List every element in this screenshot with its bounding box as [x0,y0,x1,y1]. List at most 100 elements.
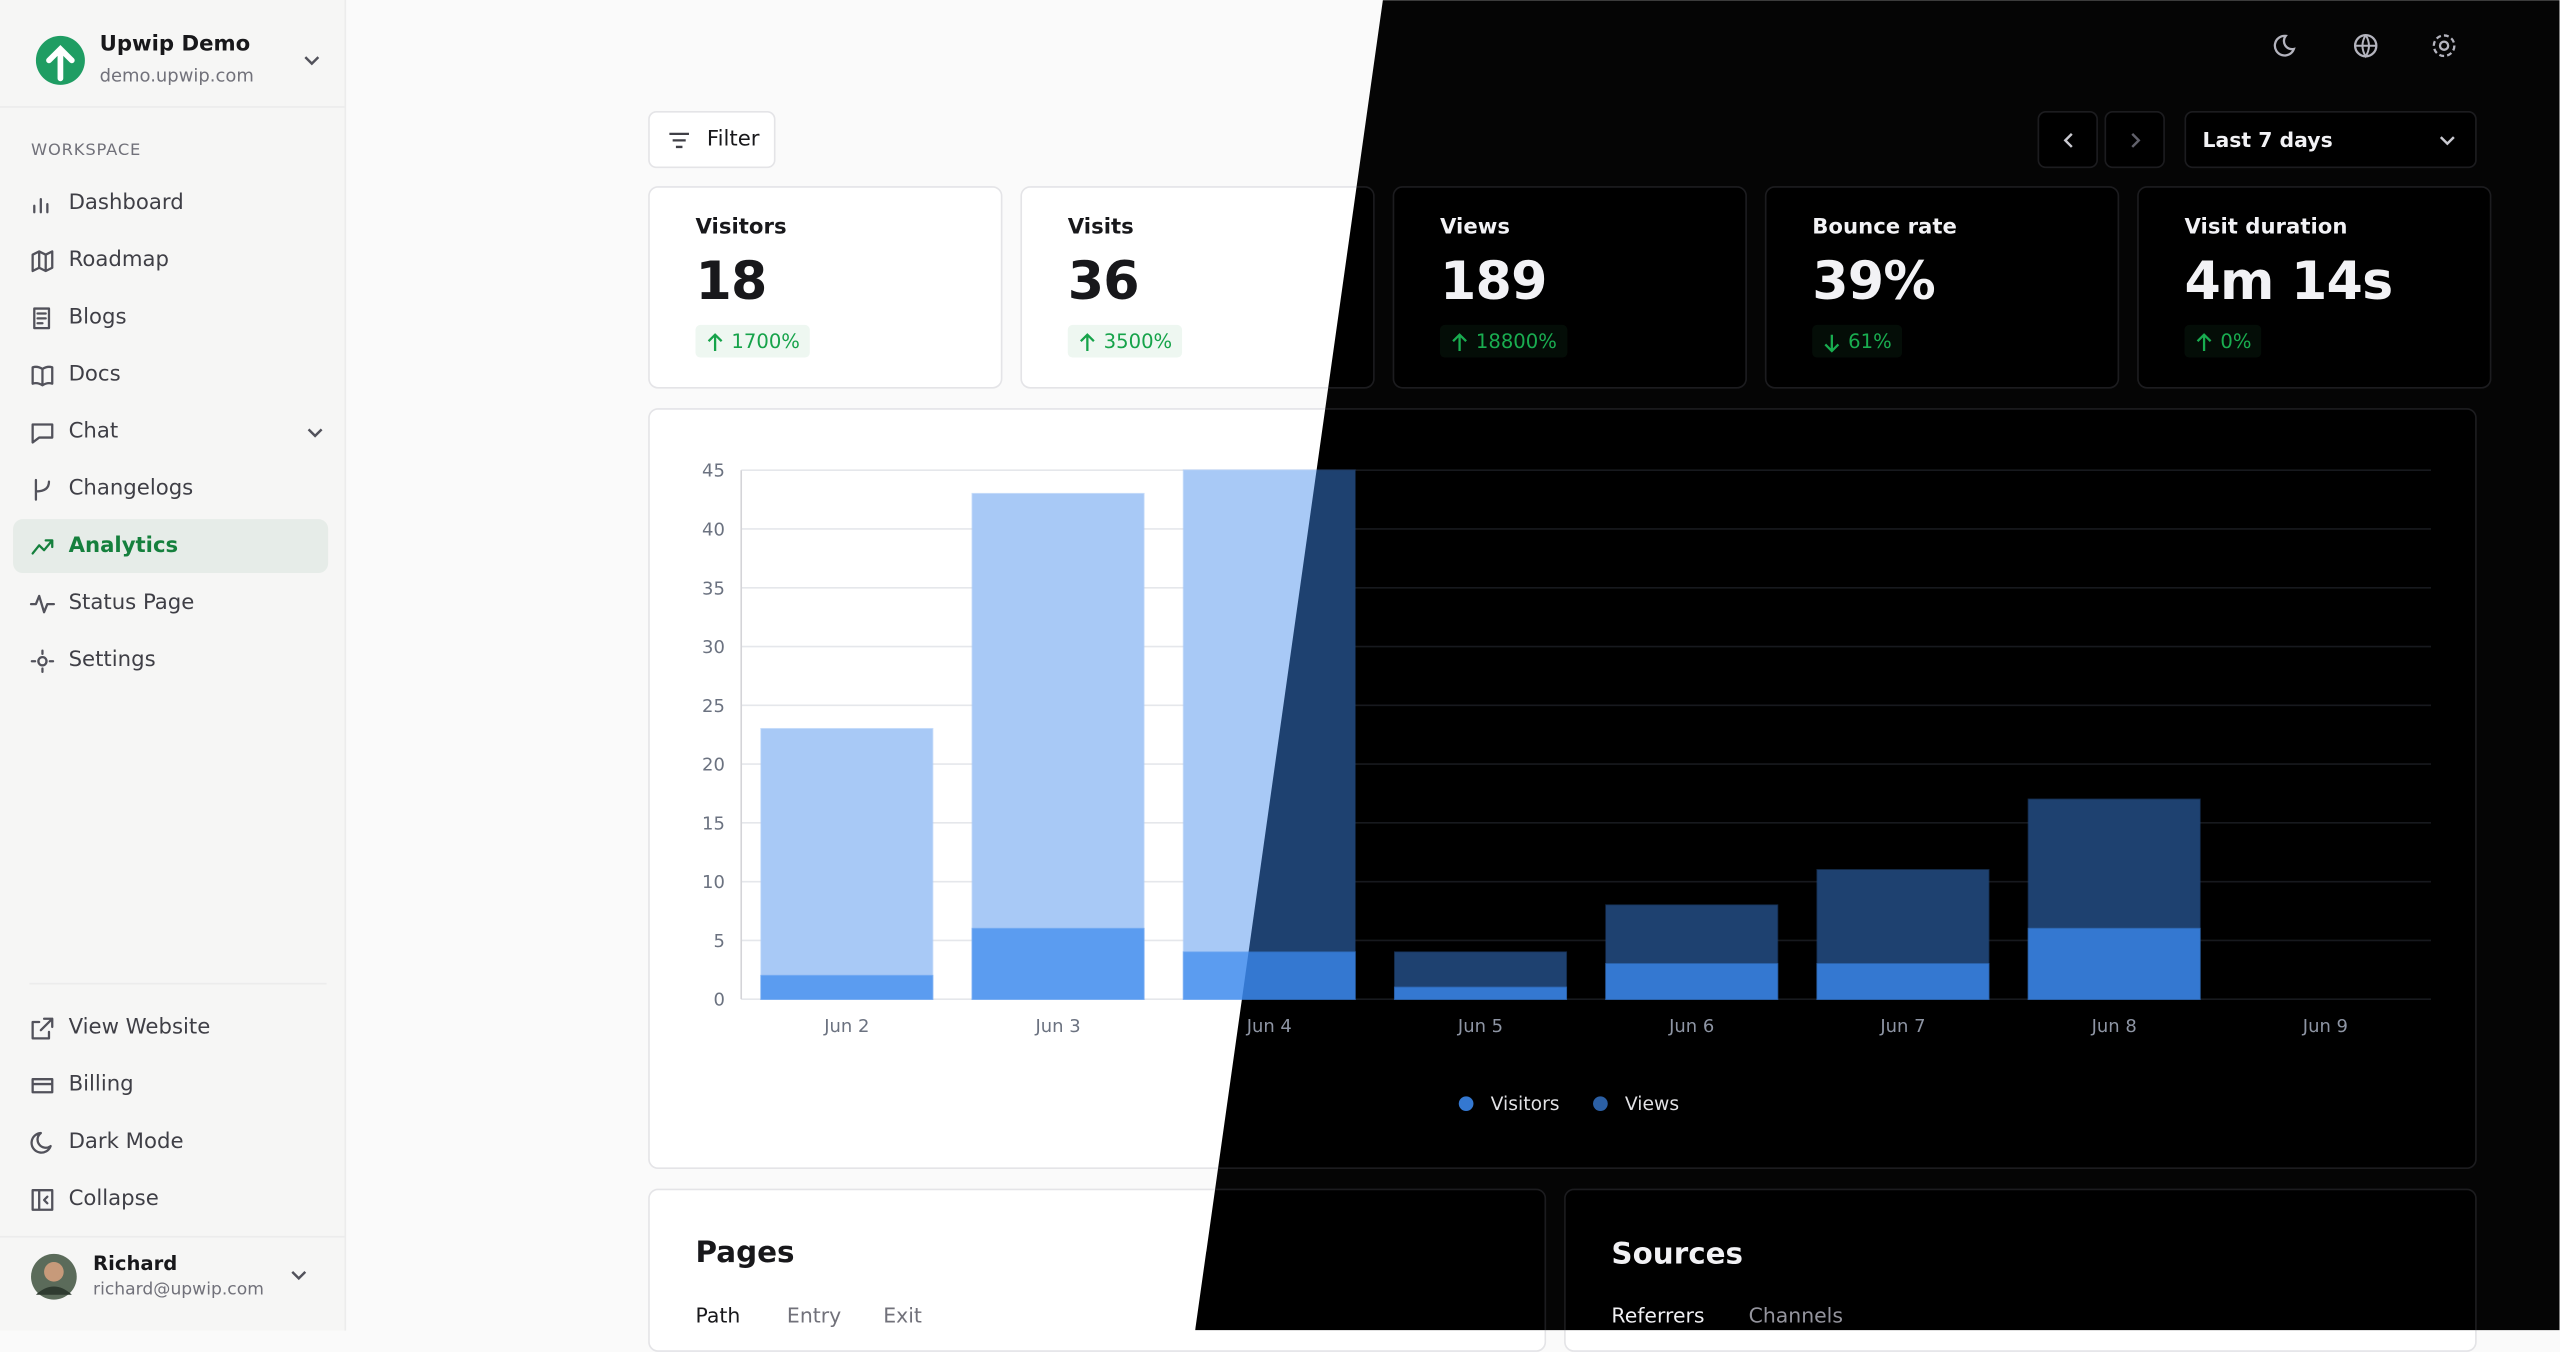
logo [35,35,85,85]
nav-item[interactable]: Roadmap [13,233,328,287]
y-tick-label: 0 [713,990,724,1011]
icon-path [31,364,54,386]
metric-card: Views 189 18800% [1392,186,1747,389]
change-value: 61% [1848,329,1892,353]
metric-card: Visit duration 4m 14s 0% [2137,186,2492,389]
nav-item[interactable]: Dashboard [13,176,328,230]
nav-icon [29,593,56,613]
nav-icon [31,1188,54,1211]
nav-item[interactable]: Blogs [13,291,328,345]
nav-item[interactable]: Changelogs [13,462,328,516]
sources-card: Sources Referrers Channels [1564,1188,2477,1352]
nav-item[interactable]: Docs [13,348,328,402]
language[interactable] [2351,31,2380,60]
nav-item[interactable]: Settings [13,633,328,687]
nav-item[interactable]: Dark Mode [13,1115,328,1169]
metric-card: Visits 36 3500% [1020,186,1375,389]
trend-icon [1080,333,1095,352]
trend-icon [707,333,723,352]
nav-label: Changelogs [68,476,194,502]
nav-label: Status Page [68,591,195,616]
icon-path [33,197,49,213]
icon-path [30,648,55,673]
nav-icon [31,422,54,443]
range-label: Last 7 days [2202,127,2333,152]
metric-value: 4m 14s [2184,249,2393,312]
filter-button[interactable]: Filter [648,111,776,169]
nav-label: Dark Mode [68,1129,184,1155]
nav-icon [31,364,54,386]
bar [1182,469,1356,1000]
trend-arrow [1452,333,1467,352]
tab: Referrers [1611,1302,1705,1328]
icon-path [31,1188,54,1211]
nav-icon [33,306,51,329]
nav-item[interactable]: Status Page [13,576,328,630]
y-tick-label: 15 [702,813,725,834]
nav-icon [30,1131,52,1153]
metric-change: 18800% [1439,324,1567,358]
x-tick-label: Jun 8 [2091,1016,2137,1037]
legend-marker [1593,1096,1608,1112]
change-value: 1700% [731,329,800,353]
y-tick-label: 10 [702,872,725,893]
sources-title: Sources [1611,1237,1744,1272]
trend-icon [1452,333,1467,352]
chart-card: 0 5 10 15 20 25 30 35 40 45 Jun 2 Jun 3 Jun 4 Jun 5 Ju… [648,408,2477,1169]
metric-label: Visit duration [2184,215,2348,240]
trend-arrow [1080,333,1095,352]
icon-path [29,593,56,613]
pages-title: Pages [695,1235,795,1271]
workspace-switch[interactable] [302,51,322,71]
user-menu[interactable] [289,1265,309,1285]
workspace-url: demo.upwip.com [99,65,254,87]
metric-label: Views [1439,215,1510,240]
bar [971,492,1145,1000]
range-select[interactable]: Last 7 days [2184,111,2477,169]
bar [1393,986,1568,1000]
y-tick-label: 40 [702,520,725,541]
user-name: Richard [93,1252,178,1276]
nav-item[interactable]: Collapse [13,1172,328,1226]
settings[interactable] [2429,31,2458,60]
sidebar: Upwip Demo demo.upwip.com WORKSPACE Rich… [0,0,347,1331]
bar [2027,927,2201,1000]
metric-card: Bounce rate 39% 61% [1764,186,2120,389]
divider [0,1235,345,1238]
nav-icon [34,478,51,500]
nav-item[interactable]: View Website [13,1001,328,1055]
x-tick-label: Jun 3 [1034,1016,1080,1037]
icon-path [30,1131,52,1153]
chart: 0 5 10 15 20 25 30 35 40 45 Jun 2 Jun 3 Jun 4 Jun 5 Ju… [702,461,2432,1115]
metric-value: 189 [1439,249,1547,312]
bar [1605,963,1779,1000]
x-tick-label: Jun 9 [2302,1016,2348,1037]
metric-change: 61% [1812,324,1902,358]
prev-button[interactable] [2037,111,2098,169]
nav-icon [31,1077,54,1093]
next-button[interactable] [2104,111,2165,169]
y-tick-label: 30 [702,637,725,658]
section-label: WORKSPACE [31,142,142,160]
icon-path [33,306,51,329]
nav-item[interactable]: Analytics [13,519,329,574]
nav-label: Analytics [68,533,179,559]
tab: Path [695,1302,741,1328]
change-value: 0% [2220,329,2252,353]
tab: Channels [1748,1302,1844,1328]
nav-icon [33,197,49,213]
trend-arrow [707,333,723,352]
theme-toggle[interactable] [2273,31,2302,60]
legend-marker [1458,1096,1474,1112]
nav-item[interactable]: Chat [13,405,328,459]
nav-label: Dashboard [68,191,184,216]
bar [1182,951,1356,1000]
nav-item[interactable]: Billing [13,1058,328,1112]
trend-arrow [2196,333,2212,352]
metric-card: Visitors 18 1700% [648,186,1003,389]
nav-label: Docs [68,362,121,387]
nav-label: Collapse [68,1186,159,1212]
y-tick-label: 25 [702,696,725,717]
